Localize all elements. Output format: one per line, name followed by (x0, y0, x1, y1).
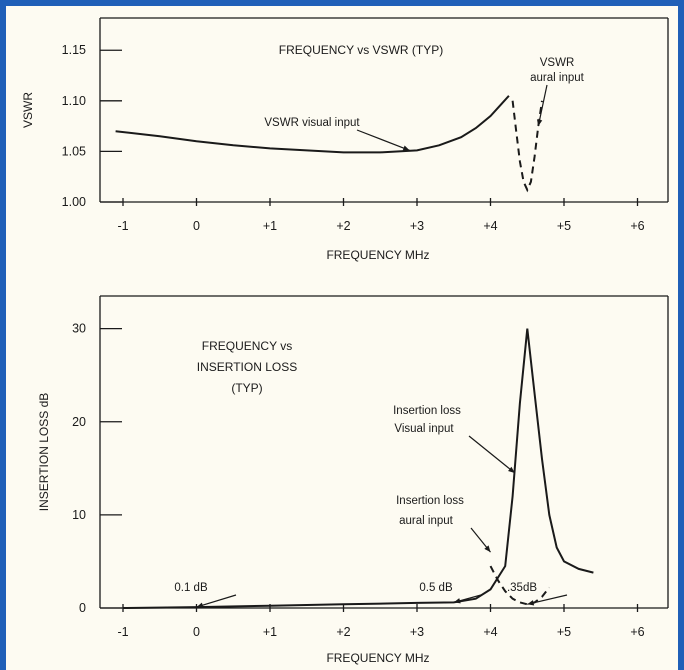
chart2-title-line: FREQUENCY vs (202, 339, 292, 353)
chart2-series-line-1 (122, 328, 594, 609)
chart1-x-tick-label: +2 (336, 219, 350, 233)
chart2-y-tick-label: 30 (72, 322, 86, 336)
chart1-annotation: VSWR (540, 57, 575, 69)
chart-panel: -1 0 +1 +2 +3 +4 +5 +6 1.00 1.05 1.10 1.15 FREQUENCY… (6, 6, 678, 670)
chart2-x-tick-label: +2 (336, 625, 350, 639)
chart1-annotation-arrow (356, 129, 410, 151)
chart2-title-line: (TYP) (231, 381, 262, 395)
chart1-annotation-arrow (537, 84, 548, 127)
chart2-annotation-arrowhead (527, 600, 535, 606)
chart2-annotation-arrowhead (453, 598, 461, 604)
chart1-title: FREQUENCY vs VSWR (TYP) (279, 43, 443, 57)
chart1-x-tick-label: 0 (193, 219, 200, 233)
chart1-y-axis-label: VSWR (21, 92, 35, 128)
chart1-x-tick-label: +3 (410, 219, 424, 233)
chart2-x-tick-label: +5 (557, 625, 571, 639)
chart2-annotation: Insertion loss (393, 405, 461, 417)
figure-svg: -1 0 +1 +2 +3 +4 +5 +6 1.00 1.05 1.10 1.15 FREQUENCY… (21, 17, 669, 665)
chart2-annotation: Insertion loss (396, 495, 464, 507)
chart2-y-axis-label: INSERTION LOSS dB (37, 393, 51, 511)
chart1-y-tick-label: 1.15 (62, 43, 86, 57)
chart1-x-tick-label: +5 (557, 219, 571, 233)
chart2-x-axis-label: FREQUENCY MHz (326, 651, 429, 665)
chart2-y-tick-label: 0 (79, 601, 86, 615)
chart2-x-tick-label: 0 (193, 625, 200, 639)
chart1-y-tick-label: 1.05 (62, 144, 86, 158)
chart1-x-tick-label: +4 (483, 219, 497, 233)
chart2-x-tick-label: +4 (483, 625, 497, 639)
chart1-series-line-2 (511, 100, 543, 193)
chart2-x-tick-label: +6 (630, 625, 644, 639)
chart1-x-tick-label: +1 (263, 219, 277, 233)
chart1-x-tick-label: -1 (117, 219, 128, 233)
chart2-y-tick-label: 20 (72, 415, 86, 429)
chart2-title-line: INSERTION LOSS (197, 360, 297, 374)
chart2-annotation: Visual input (394, 423, 454, 435)
chart2-annotation-arrow (527, 594, 568, 605)
chart2-x-tick-label: -1 (117, 625, 128, 639)
chart2-annotation-arrow (196, 594, 237, 608)
chart2-annotation: 0.5 dB (419, 582, 453, 594)
chart2-annotation-arrowhead (196, 602, 204, 608)
chart2-x-tick-label: +1 (263, 625, 277, 639)
chart2-y-tick-label: 10 (72, 508, 86, 522)
chart1-x-axis-label: FREQUENCY MHz (326, 248, 429, 262)
chart1-x-tick-label: +6 (630, 219, 644, 233)
chart2-annotation-arrowhead (508, 466, 515, 473)
chart1-annotation-arrowhead (536, 119, 543, 127)
chart2-annotation: .35dB (507, 582, 537, 594)
chart2-annotation-arrow (468, 435, 516, 474)
chart1-y-tick-label: 1.10 (62, 94, 86, 108)
chart1-y-tick-label: 1.00 (62, 195, 86, 209)
chart1-annotation: VSWR visual input (264, 117, 360, 129)
chart1-annotation: aural input (530, 72, 585, 84)
chart1-annotation-arrowhead (402, 145, 410, 151)
chart2-x-tick-label: +3 (410, 625, 424, 639)
chart2-annotation: 0.1 dB (174, 582, 208, 594)
chart2-annotation-arrowhead (484, 545, 491, 553)
chart2-annotation: aural input (399, 515, 454, 527)
chart1-series-line-1 (115, 95, 510, 154)
